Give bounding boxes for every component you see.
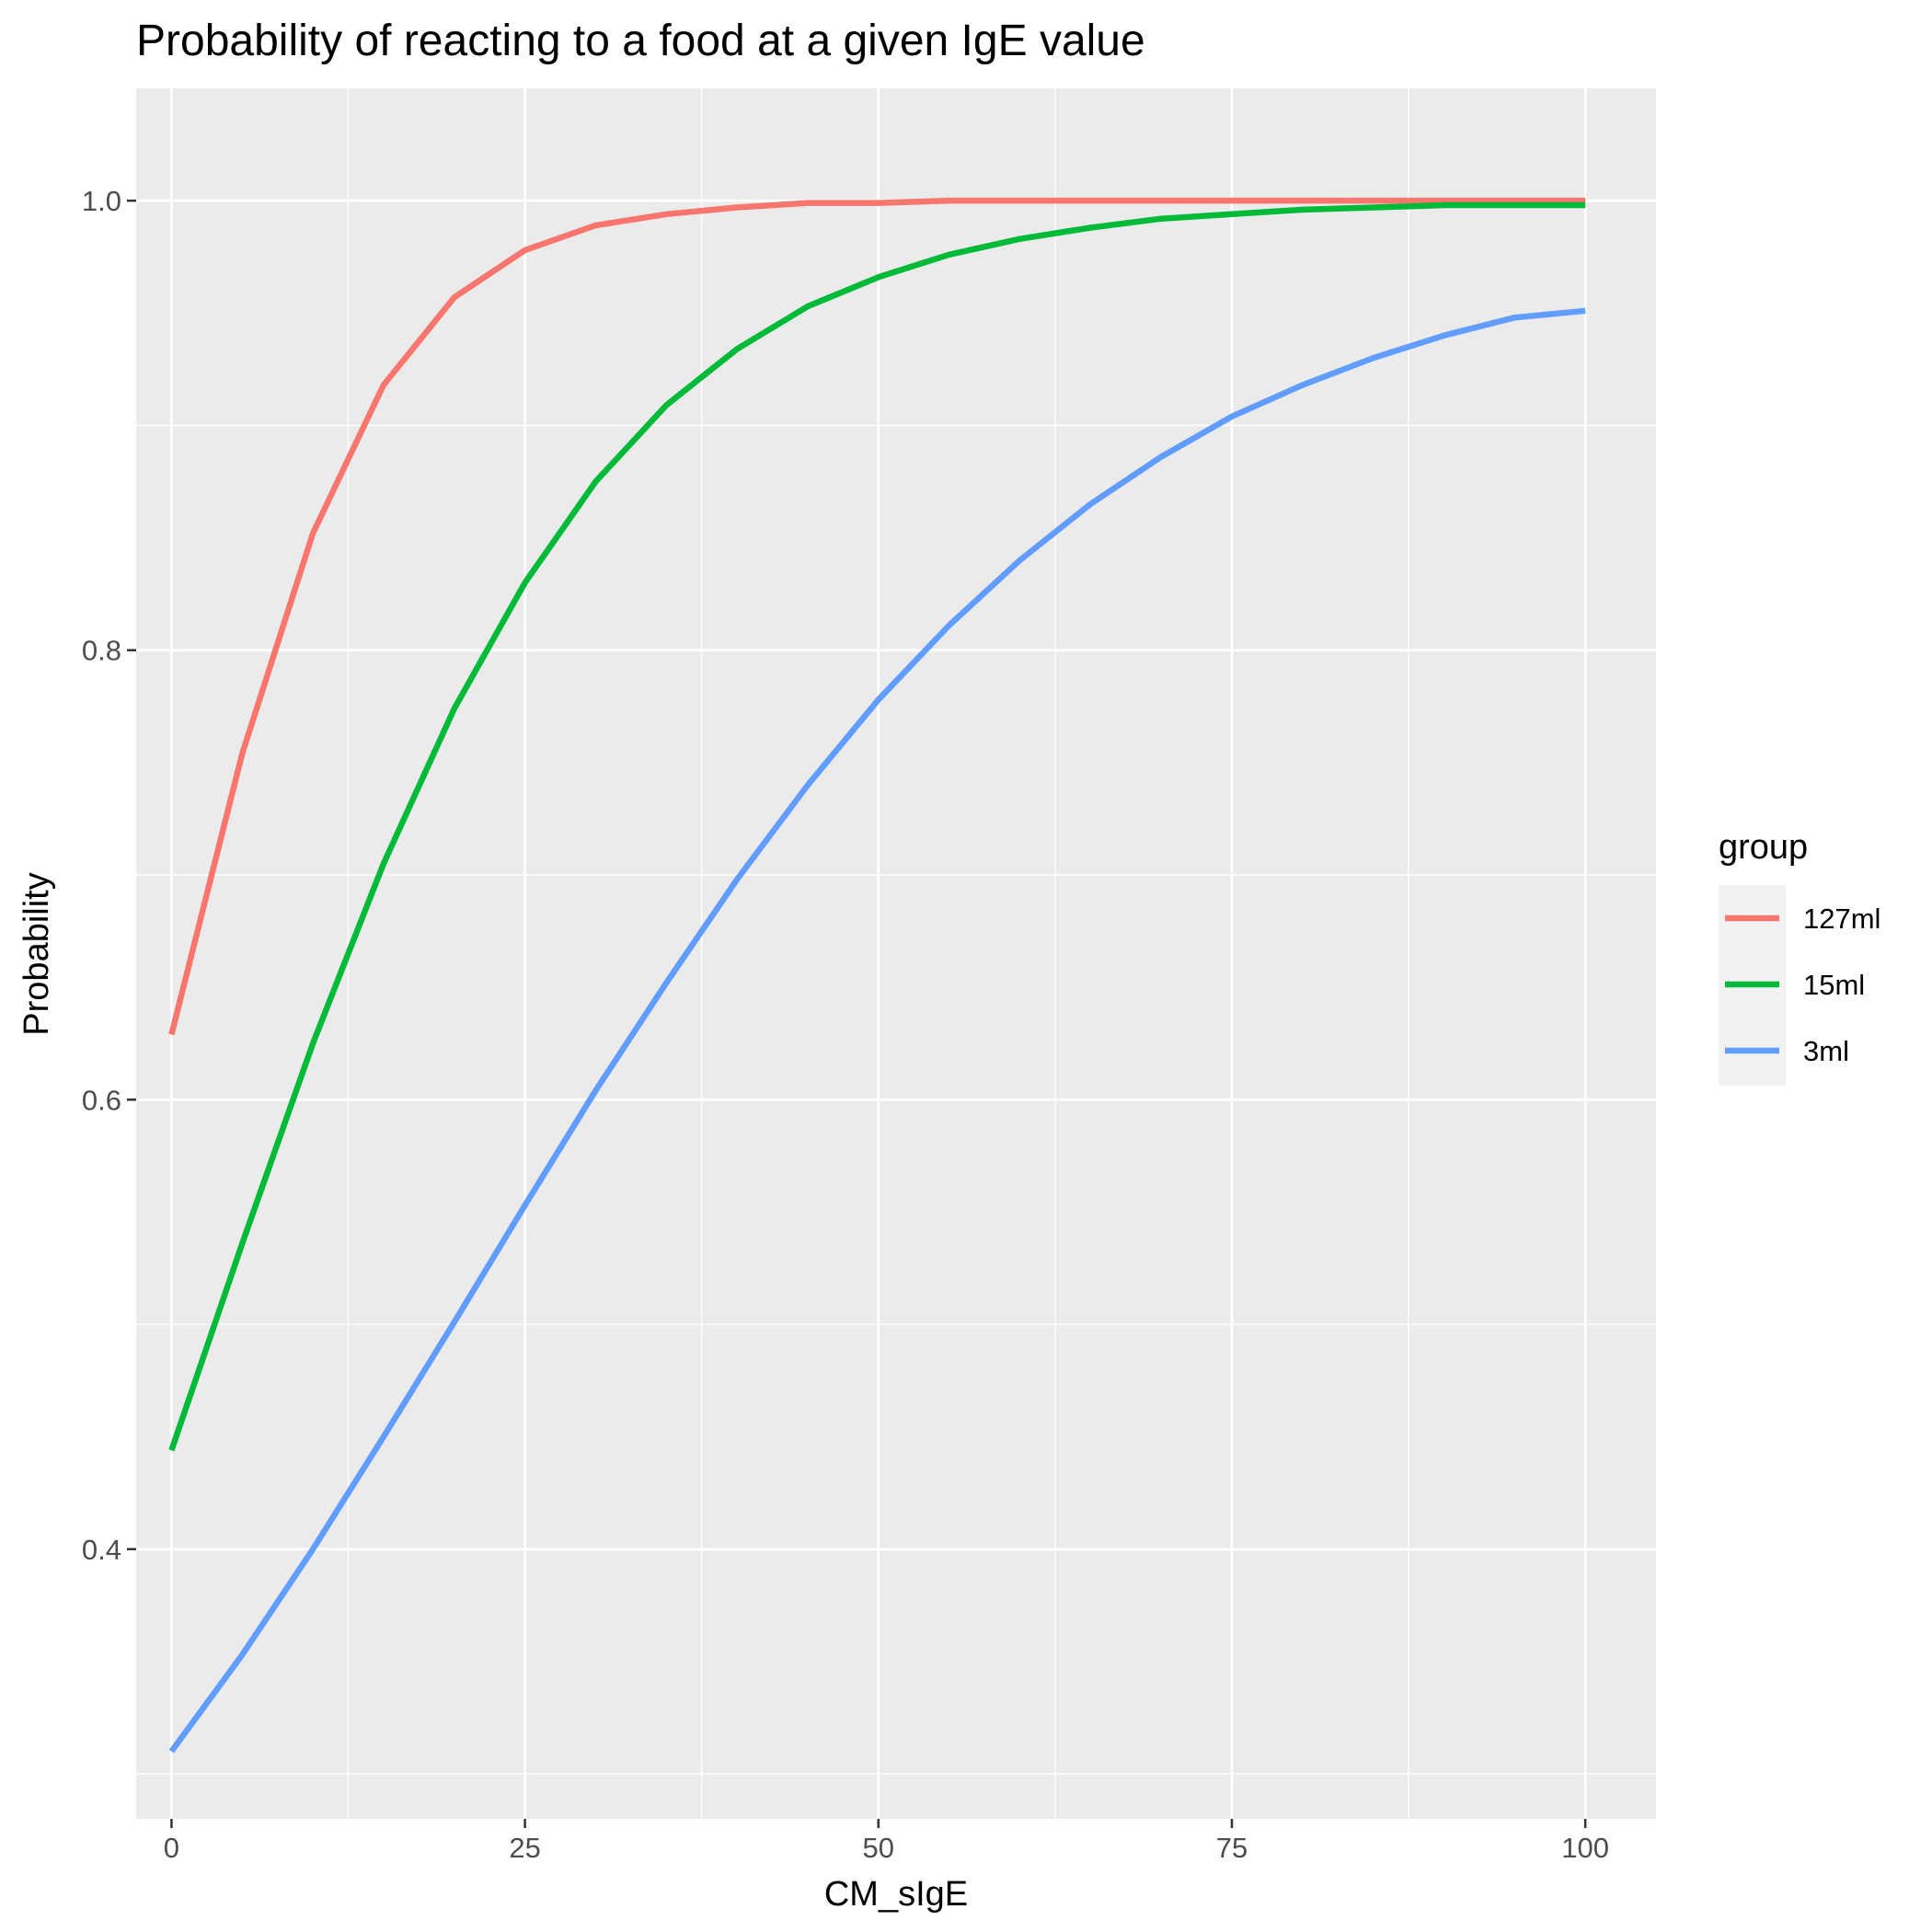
y-tick-label: 0.4 [82,1534,121,1566]
legend-label-3ml: 3ml [1803,1035,1849,1067]
chart-title: Probability of reacting to a food at a g… [136,17,1145,65]
y-tick-label: 0.6 [82,1084,121,1116]
x-axis: 0 25 50 75 100 [164,1819,1609,1864]
series-line-3ml [168,307,1586,1754]
legend: group 127ml 15ml 3ml [1719,828,1880,1086]
y-tick-label: 1.0 [82,185,121,217]
series-line-15ml [168,201,1586,1452]
y-tick-label: 0.8 [82,635,121,667]
legend-title: group [1719,828,1808,867]
x-tick-label: 75 [1216,1832,1248,1864]
series-lines [168,197,1586,1754]
legend-items: 127ml 15ml 3ml [1725,903,1880,1067]
y-axis-title: Probability [17,872,56,1035]
y-axis: 0.4 0.6 0.8 1.0 [82,185,136,1566]
legend-label-127ml: 127ml [1803,903,1880,935]
series-line-127ml [168,197,1586,1036]
plot-panel [136,88,1656,1819]
x-tick-label: 25 [509,1832,540,1864]
x-tick-label: 0 [164,1832,179,1864]
legend-label-15ml: 15ml [1803,969,1865,1001]
x-axis-title: CM_sIgE [824,1875,968,1914]
x-tick-label: 100 [1561,1832,1609,1864]
x-tick-label: 50 [863,1832,894,1864]
